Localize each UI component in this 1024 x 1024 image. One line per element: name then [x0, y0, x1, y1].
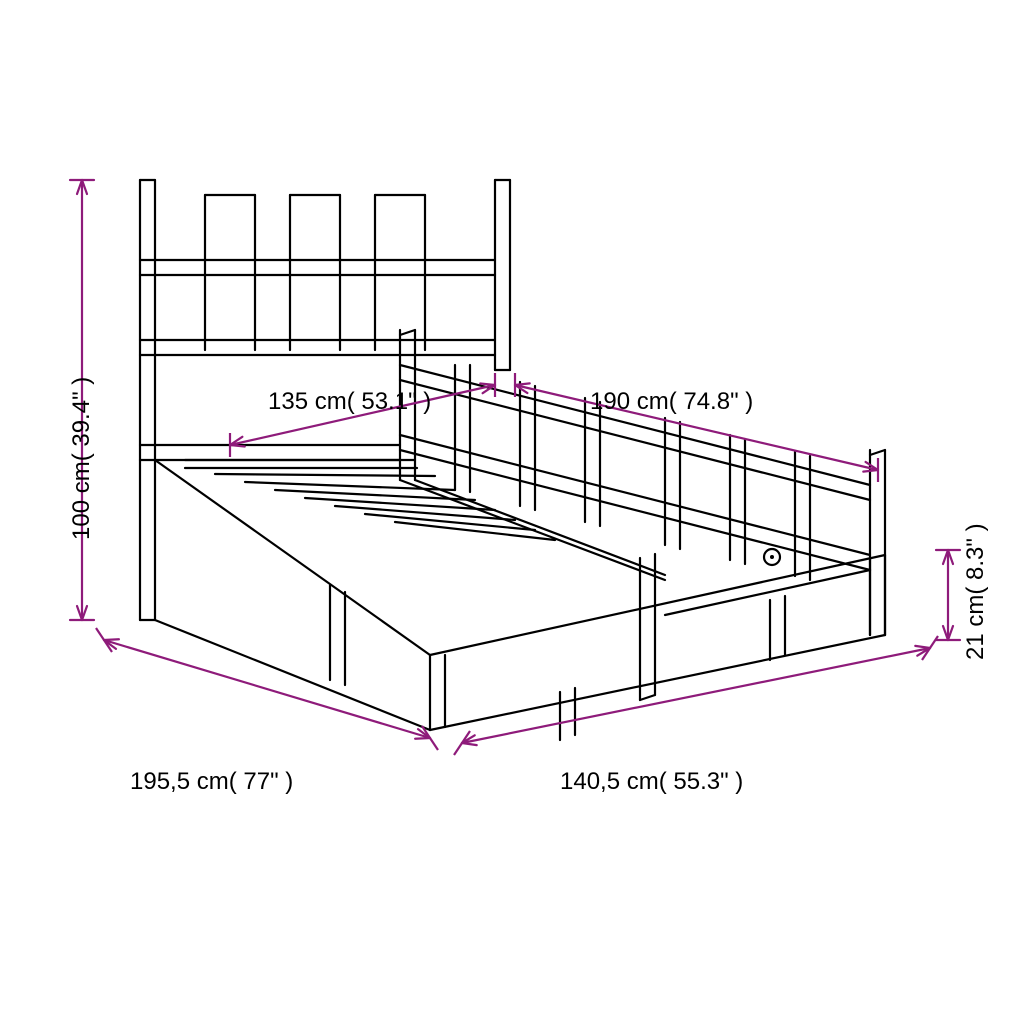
- dimension-label-inner-135: 135 cm( 53.1" ): [268, 388, 431, 416]
- dimension-label-length-195: 195,5 cm( 77" ): [130, 768, 293, 796]
- diagram-stage: 100 cm( 39.4" ) 135 cm( 53.1" ) 190 cm( 74…: [0, 0, 1024, 1024]
- dimension-drawing-svg: [0, 0, 1024, 1024]
- dimension-label-height-100: 100 cm( 39.4" ): [68, 377, 96, 540]
- dimension-label-width-140: 140,5 cm( 55.3" ): [560, 768, 743, 796]
- dimension-label-inner-190: 190 cm( 74.8" ): [590, 388, 753, 416]
- bed-frame-drawing: [140, 180, 885, 740]
- dimension-label-clearance-21: 21 cm( 8.3" ): [962, 523, 990, 660]
